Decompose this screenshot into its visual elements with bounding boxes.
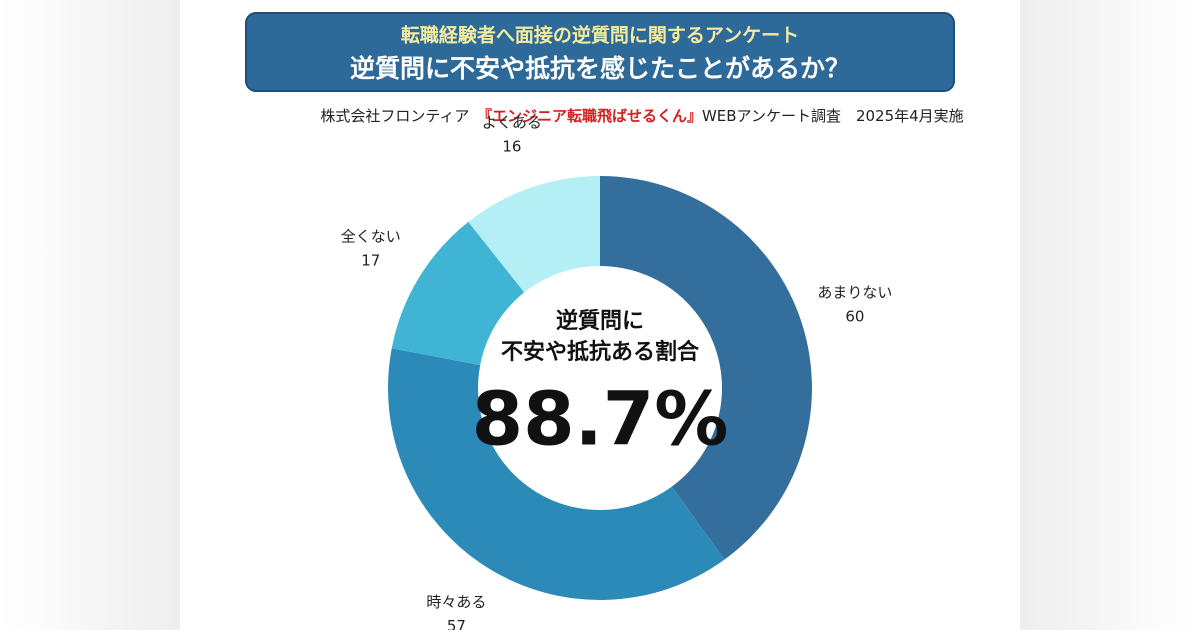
slice-label: よくある	[482, 113, 542, 131]
slice-value: 16	[502, 137, 521, 155]
header-box	[245, 12, 955, 92]
center-label: 不安や抵抗ある割合	[501, 339, 700, 365]
source-part: 『エンジニア転職飛ばせるくん』	[484, 107, 702, 125]
slice-label: あまりない	[817, 284, 892, 302]
chart-subtitle: 逆質問に不安や抵抗を感じたことがあるか？	[350, 54, 850, 83]
source: 株式会社フロンティア 『エンジニア転職飛ばせるくん』WEBアンケート調査 202…	[320, 107, 963, 125]
side-panel	[0, 0, 180, 630]
center-value: 88.7%	[472, 377, 729, 463]
slice-value: 17	[361, 252, 380, 270]
source-part: WEBアンケート調査 2025年4月実施	[702, 107, 964, 125]
center-label: 逆質問に	[556, 308, 644, 334]
slice-value: 60	[845, 308, 864, 326]
slice-value: 57	[447, 617, 466, 630]
source-part: 株式会社フロンティア	[320, 107, 484, 125]
slice-label: 全くない	[341, 228, 401, 246]
side-panel	[1020, 0, 1200, 630]
slice-label: 時々ある	[426, 593, 486, 611]
chart-title: 転職経験者へ面接の逆質問に関するアンケート	[401, 24, 799, 47]
donut-hole	[478, 266, 722, 510]
